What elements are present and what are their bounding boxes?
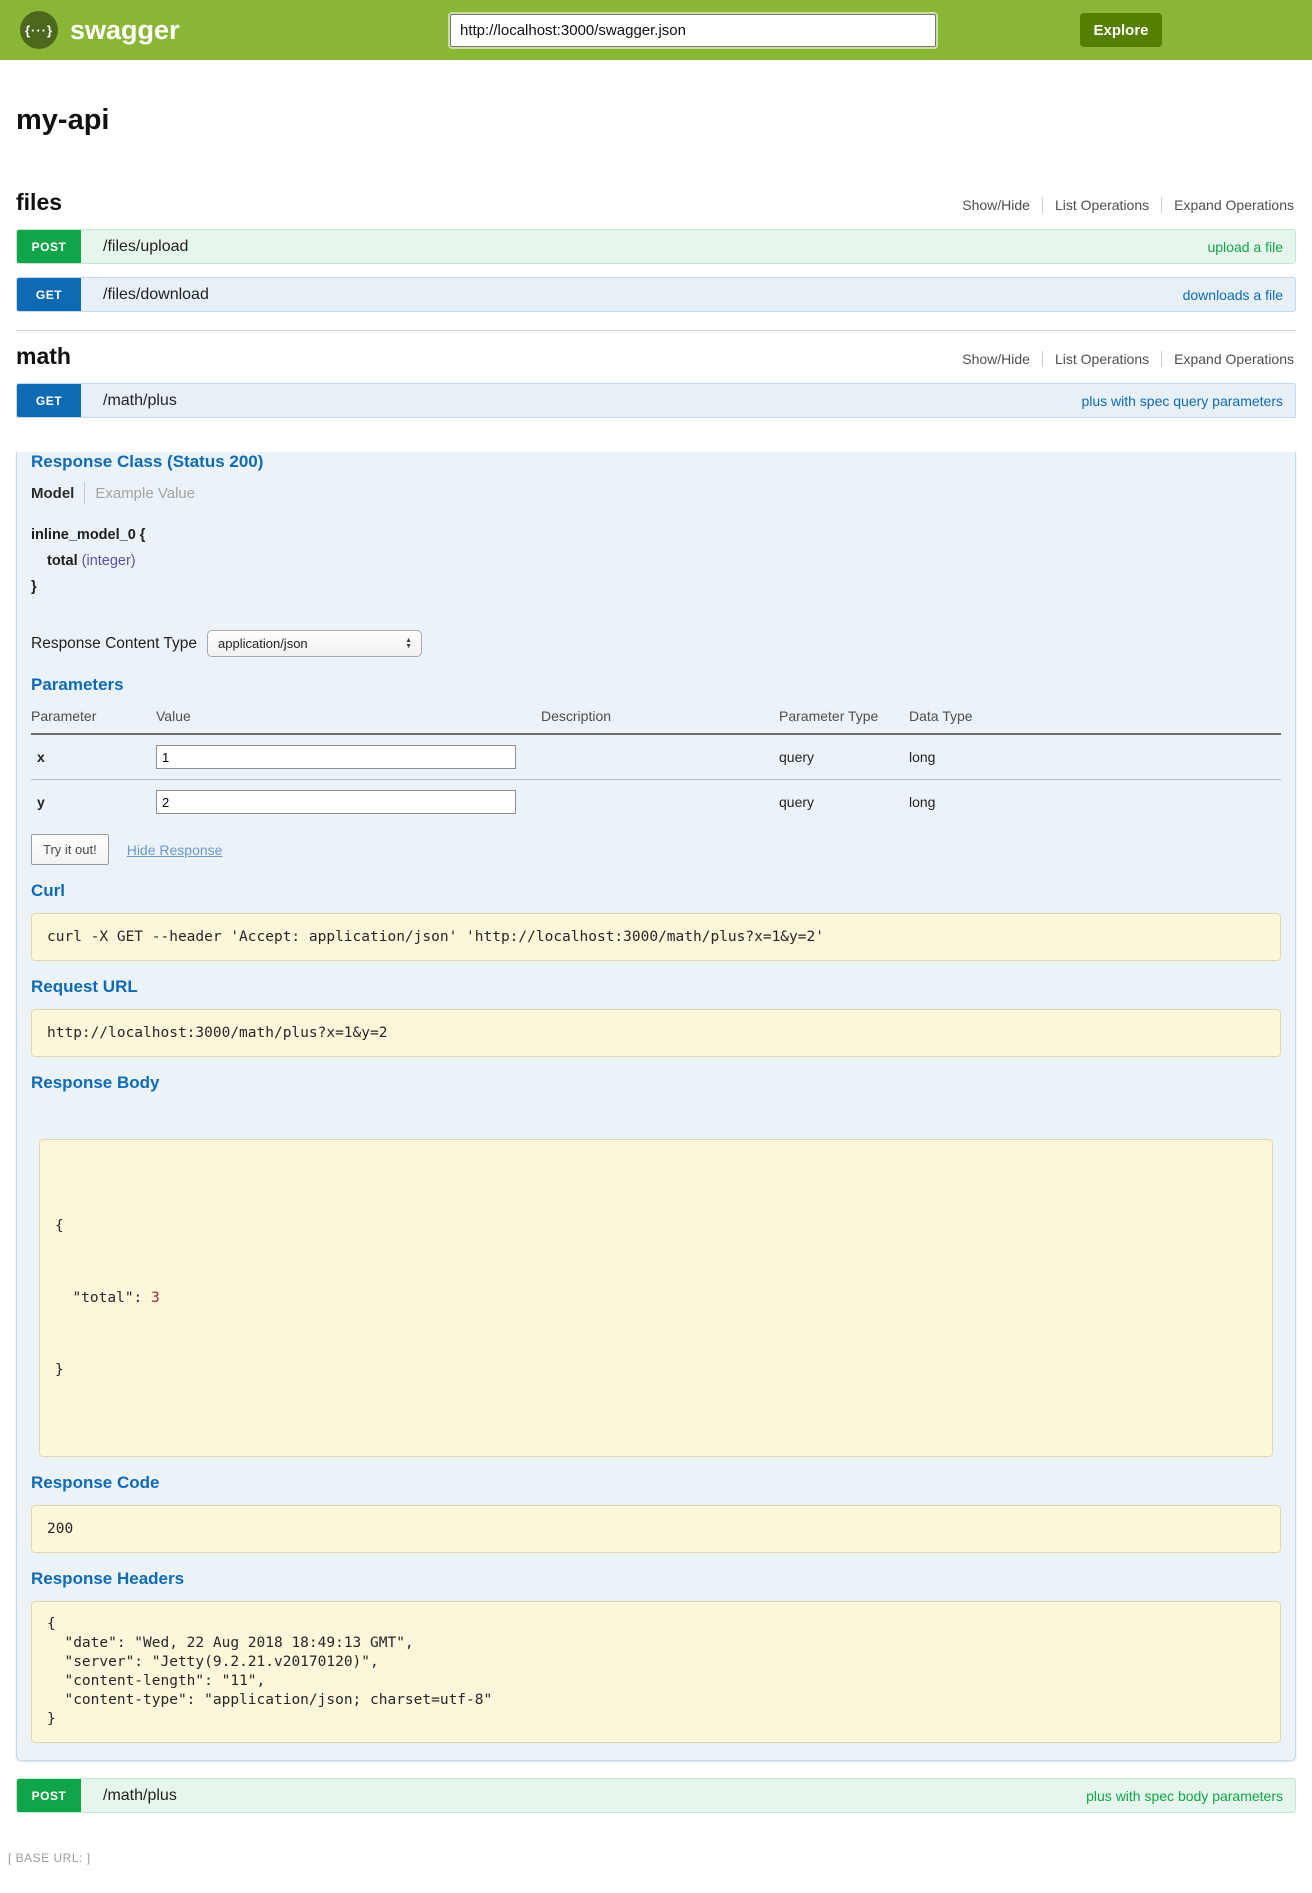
json-number-value: 3 — [151, 1290, 160, 1306]
brand-title: swagger — [70, 14, 180, 45]
response-class-heading: Response Class (Status 200) — [31, 452, 264, 471]
response-code-box: 200 — [31, 1505, 1281, 1553]
param-type-x: query — [779, 749, 815, 765]
param-type-y: query — [779, 779, 909, 824]
operation-detail-panel: Response Class (Status 200) Model Exampl… — [16, 452, 1296, 1761]
files-section-header: files Show/Hide List Operations Expand O… — [16, 189, 1296, 216]
param-description-y — [541, 779, 779, 824]
param-value-input-y[interactable] — [156, 790, 516, 814]
response-content-type-label: Response Content Type — [31, 634, 198, 652]
operation-row-post-files-upload[interactable]: POST /files/upload upload a file — [16, 229, 1296, 264]
main-content: my-api files Show/Hide List Operations E… — [16, 104, 1296, 1813]
response-code-heading: Response Code — [31, 1473, 160, 1492]
list-operations-link[interactable]: List Operations — [1041, 197, 1161, 213]
operation-summary[interactable]: upload a file — [1207, 238, 1283, 255]
explore-button[interactable]: Explore — [1080, 13, 1162, 47]
try-it-out-button[interactable]: Try it out! — [31, 834, 109, 865]
operation-row-post-math-plus[interactable]: POST /math/plus plus with spec body para… — [16, 1778, 1296, 1813]
parameters-table: Parameter Value Description Parameter Ty… — [31, 701, 1281, 824]
model-property: total (integer) — [47, 548, 1281, 574]
list-operations-link[interactable]: List Operations — [1041, 351, 1161, 367]
expand-operations-link[interactable]: Expand Operations — [1161, 197, 1296, 213]
method-badge-get: GET — [17, 278, 81, 311]
col-description: Description — [541, 701, 779, 735]
response-content-type-row: Response Content Type application/json ▲… — [31, 630, 1281, 657]
operation-summary[interactable]: plus with spec body parameters — [1086, 1787, 1283, 1804]
swagger-logo: {···} swagger — [20, 11, 180, 49]
swagger-logo-icon: {···} — [20, 11, 58, 49]
model-prop-type: (integer) — [81, 553, 136, 569]
param-value-input-x[interactable] — [156, 745, 516, 769]
files-section-controls: Show/Hide List Operations Expand Operati… — [950, 197, 1296, 213]
model-signature: inline_model_0 { total (integer) } — [31, 522, 1281, 600]
base-url-footer: [ BASE URL: ] — [8, 1851, 91, 1865]
model-prop-name: total — [47, 553, 78, 569]
operation-path[interactable]: /files/download — [103, 285, 209, 303]
api-url-input[interactable] — [450, 14, 936, 47]
param-row-y: y query long — [31, 779, 1281, 824]
col-data-type: Data Type — [909, 701, 1281, 735]
logo-glyph: {···} — [24, 22, 54, 38]
parameters-heading: Parameters — [31, 675, 124, 694]
param-name-y: y — [31, 779, 156, 824]
operation-summary[interactable]: plus with spec query parameters — [1081, 392, 1283, 409]
method-badge-post: POST — [17, 230, 81, 263]
request-url-heading: Request URL — [31, 977, 138, 996]
json-open-brace: { — [55, 1218, 64, 1234]
json-total-line: "total": 3 — [72, 1286, 1257, 1310]
section-title-files: files — [16, 189, 63, 215]
operation-row-get-math-plus[interactable]: GET /math/plus plus with spec query para… — [16, 383, 1296, 418]
show-hide-link[interactable]: Show/Hide — [962, 351, 1030, 367]
col-parameter-type: Parameter Type — [779, 701, 909, 735]
param-name-x: x — [37, 749, 45, 765]
json-key: "total": — [72, 1290, 143, 1306]
expand-operations-link[interactable]: Expand Operations — [1161, 351, 1296, 367]
selected-content-type: application/json — [218, 636, 308, 651]
section-title-math: math — [16, 343, 71, 369]
parameters-header-row: Parameter Value Description Parameter Ty… — [31, 701, 1281, 735]
response-body-box: { "total": 3 } — [39, 1139, 1273, 1457]
tab-separator — [84, 482, 86, 504]
operation-summary[interactable]: downloads a file — [1182, 286, 1283, 303]
select-arrows-icon: ▲ ▼ — [405, 636, 413, 650]
col-parameter: Parameter — [31, 701, 156, 735]
math-section-header: math Show/Hide List Operations Expand Op… — [16, 343, 1296, 370]
response-body-heading: Response Body — [31, 1073, 160, 1092]
bottom-spacer — [0, 1865, 1312, 1893]
curl-command-box: curl -X GET --header 'Accept: applicatio… — [31, 913, 1281, 961]
method-badge-post: POST — [17, 1779, 81, 1812]
model-tabs: Model Example Value — [31, 482, 1281, 504]
response-headers-heading: Response Headers — [31, 1569, 185, 1588]
operation-path[interactable]: /math/plus — [103, 1786, 177, 1804]
arrow-down-icon: ▼ — [405, 642, 413, 650]
col-value: Value — [156, 701, 541, 735]
show-hide-link[interactable]: Show/Hide — [962, 197, 1030, 213]
param-row-x: x query long — [31, 734, 1281, 780]
model-close: } — [31, 579, 37, 595]
operation-path[interactable]: /files/upload — [103, 237, 189, 255]
operation-row-get-files-download[interactable]: GET /files/download downloads a file — [16, 277, 1296, 312]
header-bar: {···} swagger Explore — [0, 0, 1312, 60]
arrow-up-icon: ▲ — [405, 636, 413, 644]
param-description-x — [541, 734, 779, 780]
response-content-type-select[interactable]: application/json ▲ ▼ — [207, 630, 423, 657]
model-open: inline_model_0 { — [31, 527, 146, 543]
hide-response-link[interactable]: Hide Response — [126, 841, 223, 858]
section-divider — [16, 330, 1296, 331]
json-close-brace: } — [55, 1362, 64, 1378]
request-url-box: http://localhost:3000/math/plus?x=1&y=2 — [31, 1009, 1281, 1057]
param-data-type-x: long — [909, 749, 936, 765]
method-badge-get: GET — [17, 384, 81, 417]
try-row: Try it out! Hide Response — [31, 834, 1281, 865]
page-title: my-api — [16, 104, 110, 136]
tab-example-value[interactable]: Example Value — [95, 484, 196, 502]
tab-model[interactable]: Model — [31, 484, 75, 502]
operation-path[interactable]: /math/plus — [103, 391, 177, 409]
curl-heading: Curl — [31, 881, 65, 900]
param-data-type-y: long — [909, 779, 1281, 824]
math-section-controls: Show/Hide List Operations Expand Operati… — [950, 351, 1296, 367]
response-headers-box: { "date": "Wed, 22 Aug 2018 18:49:13 GMT… — [31, 1601, 1281, 1743]
